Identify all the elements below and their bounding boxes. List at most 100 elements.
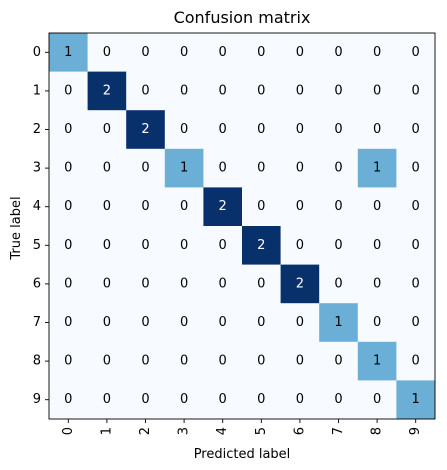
cell-value-label: 0 xyxy=(219,83,227,98)
chart-title: Confusion matrix xyxy=(174,8,311,27)
cell-value-label: 0 xyxy=(180,315,188,330)
cell-value-label: 0 xyxy=(334,83,342,98)
cell-value-label: 0 xyxy=(257,122,265,137)
heatmap-cell xyxy=(396,187,436,227)
cell-value-label: 0 xyxy=(180,238,188,253)
cell-value-label: 0 xyxy=(412,354,420,369)
cell-value-label: 0 xyxy=(296,161,304,176)
heatmap-cell xyxy=(87,303,127,343)
cell-value-label: 0 xyxy=(141,354,149,369)
cell-value-label: 0 xyxy=(180,45,188,60)
cell-value-label: 0 xyxy=(412,199,420,214)
heatmap-cell xyxy=(164,148,204,188)
heatmap-cell xyxy=(319,264,359,304)
cell-value-label: 0 xyxy=(103,122,111,137)
heatmap-cell xyxy=(203,187,243,227)
cell-value-label: 0 xyxy=(180,199,188,214)
heatmap-cell xyxy=(280,380,320,420)
heatmap-cell xyxy=(242,33,282,73)
cell-value-label: 0 xyxy=(141,238,149,253)
heatmap-cell xyxy=(49,33,89,73)
heatmap-cell xyxy=(280,33,320,73)
cell-value-label: 0 xyxy=(257,199,265,214)
heatmap-cell xyxy=(203,71,243,111)
cell-value-label: 0 xyxy=(373,276,381,291)
heatmap-cell xyxy=(357,148,397,188)
y-tick-label: 6 xyxy=(33,276,41,291)
cell-value-label: 1 xyxy=(334,315,342,330)
x-axis-label: Predicted label xyxy=(194,447,291,462)
heatmap-cell xyxy=(396,303,436,343)
heatmap-cell xyxy=(242,71,282,111)
heatmap-cell xyxy=(357,303,397,343)
heatmap-cell xyxy=(319,187,359,227)
cell-value-label: 0 xyxy=(257,392,265,407)
heatmap-cell xyxy=(280,71,320,111)
x-tick-label: 2 xyxy=(138,427,153,435)
heatmap-cell xyxy=(49,303,89,343)
cell-value-label: 0 xyxy=(334,276,342,291)
cell-value-label: 0 xyxy=(219,122,227,137)
cell-value-label: 0 xyxy=(103,199,111,214)
cell-value-label: 0 xyxy=(64,354,72,369)
heatmap-cell xyxy=(164,110,204,150)
heatmap-cell xyxy=(396,341,436,381)
heatmap-cell xyxy=(357,71,397,111)
x-tick-label: 4 xyxy=(215,427,230,435)
heatmap-cell xyxy=(280,187,320,227)
cell-value-label: 1 xyxy=(373,354,381,369)
heatmap-cell xyxy=(319,380,359,420)
heatmap-cell xyxy=(49,187,89,227)
cell-value-label: 0 xyxy=(180,392,188,407)
cell-value-label: 2 xyxy=(257,238,265,253)
cell-value-label: 0 xyxy=(412,276,420,291)
cell-value-label: 2 xyxy=(296,276,304,291)
heatmap-cell xyxy=(242,341,282,381)
heatmap-cell xyxy=(126,187,166,227)
heatmap-cell xyxy=(126,71,166,111)
heatmap-cell xyxy=(49,226,89,266)
cell-value-label: 0 xyxy=(296,83,304,98)
cell-value-label: 0 xyxy=(334,238,342,253)
heatmap-cell xyxy=(203,303,243,343)
cell-value-label: 0 xyxy=(180,83,188,98)
cell-value-label: 0 xyxy=(257,315,265,330)
x-tick-label: 1 xyxy=(99,427,114,435)
cell-value-label: 0 xyxy=(180,354,188,369)
heatmap-cell xyxy=(319,226,359,266)
x-tick-label: 5 xyxy=(254,427,269,435)
x-tick-label: 3 xyxy=(177,427,192,435)
heatmap-cell xyxy=(203,110,243,150)
cell-value-label: 0 xyxy=(180,122,188,137)
heatmap-cell xyxy=(396,148,436,188)
cell-value-label: 2 xyxy=(219,199,227,214)
heatmap-cell xyxy=(164,264,204,304)
axes: 0 1 2 3 4 5 6 7 8 9 0 1 2 3 4 5 6 7 8 9 xyxy=(33,32,436,435)
heatmap-cell xyxy=(164,303,204,343)
cell-value-label: 0 xyxy=(64,199,72,214)
cell-value-label: 0 xyxy=(257,45,265,60)
heatmap-cell xyxy=(87,71,127,111)
cell-value-label: 0 xyxy=(257,83,265,98)
heatmap-cell xyxy=(87,110,127,150)
cell-value-label: 0 xyxy=(219,315,227,330)
heatmap-cell xyxy=(396,226,436,266)
cell-value-label: 0 xyxy=(141,83,149,98)
heatmap-cell xyxy=(87,380,127,420)
heatmap-cell xyxy=(49,148,89,188)
cell-value-label: 0 xyxy=(103,392,111,407)
cell-value-label: 2 xyxy=(141,122,149,137)
cell-value-label: 0 xyxy=(219,354,227,369)
cell-value-label: 0 xyxy=(103,238,111,253)
heatmap-cell xyxy=(242,303,282,343)
y-tick-label: 5 xyxy=(33,238,41,253)
heatmap-cell xyxy=(319,110,359,150)
heatmap-cell xyxy=(87,148,127,188)
cell-value-label: 0 xyxy=(103,315,111,330)
heatmap-cell xyxy=(357,110,397,150)
cell-value-label: 0 xyxy=(141,276,149,291)
cell-value-label: 0 xyxy=(334,392,342,407)
heatmap-cell xyxy=(242,187,282,227)
cell-value-label: 0 xyxy=(141,315,149,330)
heatmap-cell xyxy=(164,33,204,73)
